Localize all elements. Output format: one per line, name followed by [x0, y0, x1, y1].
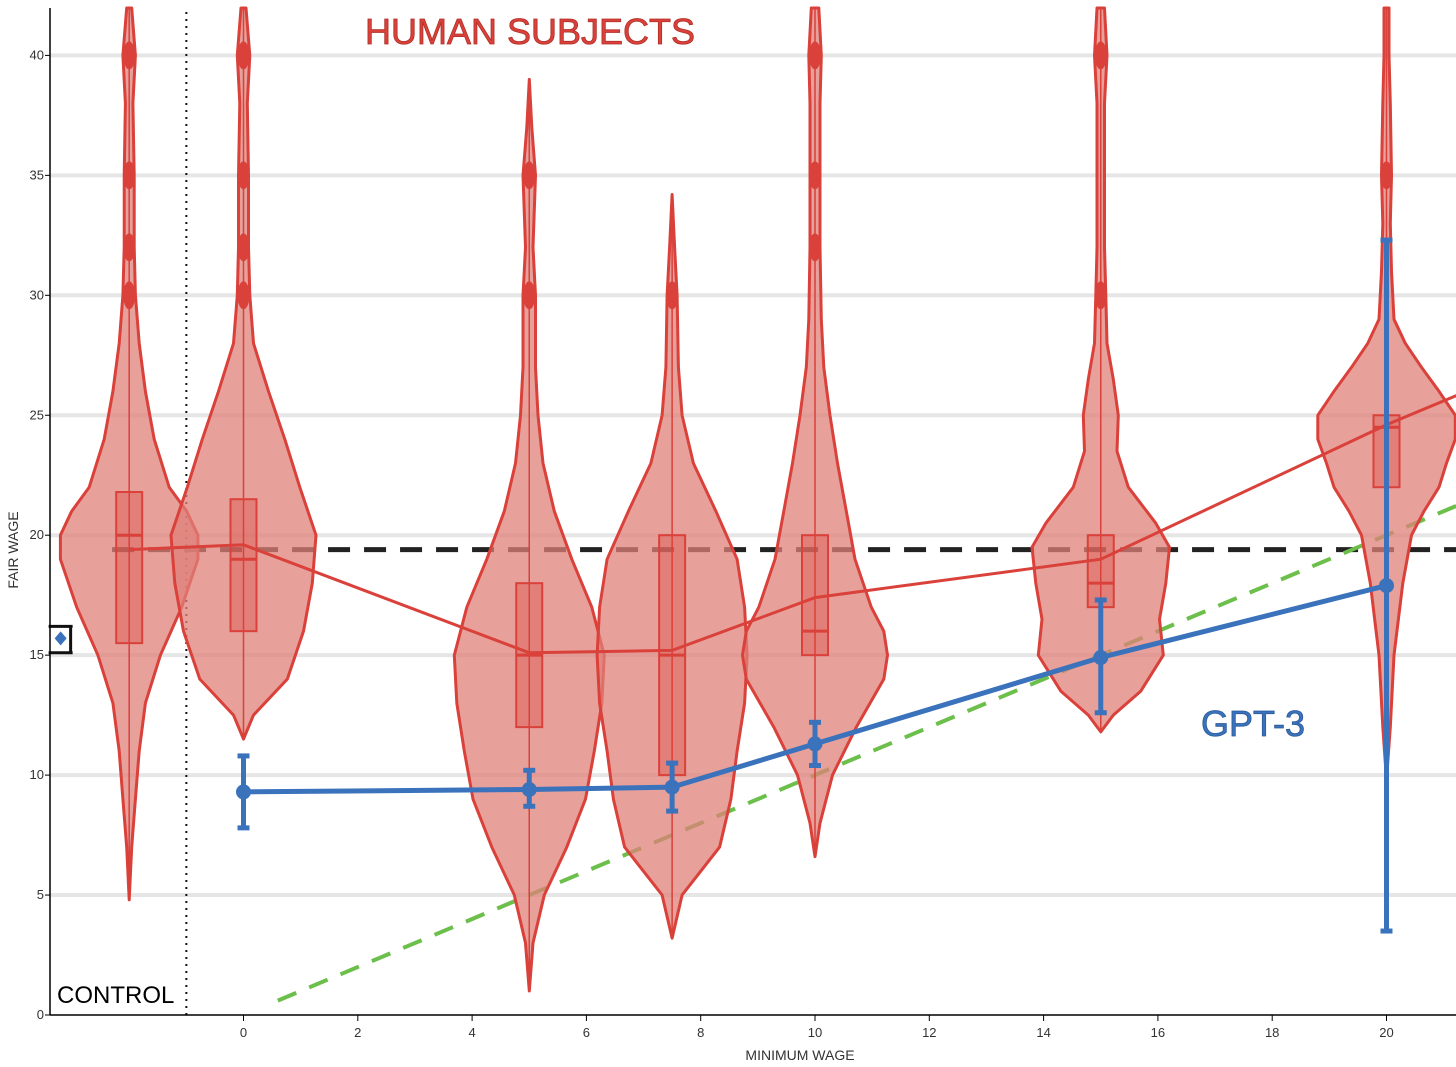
gpt3-point: [521, 781, 537, 797]
x-tick-label: 20: [1379, 1025, 1393, 1040]
violin-outlier-lobe: [523, 281, 536, 310]
violin-outlier-lobe: [1094, 41, 1107, 70]
x-tick-label: 18: [1265, 1025, 1279, 1040]
gpt3-point: [1379, 578, 1394, 594]
y-tick-label: 20: [30, 527, 44, 542]
gpt3-point-group: [664, 760, 680, 814]
x-axis-title: MINIMUM WAGE: [745, 1047, 854, 1063]
y-tick-label: 10: [30, 767, 44, 782]
gpt3-point-group: [521, 767, 537, 809]
violin-outlier-lobe: [123, 233, 136, 262]
gpt3-point-group: [807, 719, 823, 769]
y-tick-label: 0: [37, 1007, 44, 1022]
violin-box: [1086, 534, 1115, 609]
violin-outlier-lobe: [1380, 161, 1393, 190]
violin-group: [58, 6, 200, 902]
violin-outlier-lobe: [237, 233, 250, 262]
violin-outlier-lobe: [237, 161, 250, 190]
violin-group: [169, 6, 318, 741]
violin-group: [741, 6, 889, 859]
gpt3-point: [236, 784, 251, 800]
x-tick-label: 14: [1036, 1025, 1050, 1040]
violin-outlier-lobe: [666, 281, 679, 310]
chart-labels: HUMAN SUBJECTS GPT-3 CONTROL MINIMUM WAG…: [5, 11, 1305, 1063]
gpt3-series: [48, 237, 1394, 934]
human-violins: [58, 6, 1456, 993]
identity-line: [277, 503, 1456, 1003]
y-tick-label: 5: [37, 887, 44, 902]
y-tick-label: 30: [30, 287, 44, 302]
gpt3-control-error: [48, 624, 73, 655]
gpt3-point: [1093, 650, 1109, 666]
violin-outlier-lobe: [809, 161, 821, 190]
x-tick-label: 4: [468, 1025, 475, 1040]
chart-title: HUMAN SUBJECTS: [365, 11, 695, 52]
violin-group: [452, 77, 606, 993]
gpt3-point-group: [1379, 237, 1394, 934]
gpt3-point-group: [1093, 597, 1109, 716]
y-tick-label: 25: [30, 407, 44, 422]
x-tick-label: 6: [583, 1025, 590, 1040]
human-mean-line: [129, 394, 1456, 655]
gpt3-point-group: [236, 753, 251, 831]
gpt3-point: [807, 736, 823, 752]
x-tick-label: 10: [808, 1025, 822, 1040]
y-axis-title: FAIR WAGE: [5, 511, 21, 588]
gpt3-point: [664, 779, 680, 795]
gpt3-line: [243, 583, 1388, 795]
violin-outlier-lobe: [1094, 281, 1107, 310]
gpt3-control-group: [48, 624, 73, 655]
control-label: CONTROL: [57, 982, 174, 1009]
reference-lines: [112, 12, 1456, 1015]
violin-outlier-lobe: [809, 41, 821, 70]
x-tick-label: 16: [1151, 1025, 1165, 1040]
violin-outlier-lobe: [523, 161, 536, 190]
x-tick-label: 12: [922, 1025, 936, 1040]
y-tick-label: 15: [30, 647, 44, 662]
x-tick-label: 0: [240, 1025, 247, 1040]
violin-outlier-lobe: [123, 41, 136, 70]
gpt3-legend-label: GPT-3: [1201, 703, 1305, 744]
x-tick-label: 2: [354, 1025, 361, 1040]
y-tick-label: 35: [30, 167, 44, 182]
violin-outlier-lobe: [123, 161, 136, 190]
axes: 0 5 10 15 20 25 30 35 40 0 2 4 6 8 10 12 14 16 18 20: [30, 8, 1456, 1040]
x-tick-label: 8: [697, 1025, 704, 1040]
violin-outlier-lobe: [809, 233, 821, 262]
violin-box: [115, 491, 144, 645]
violin-group: [595, 193, 749, 940]
violin-outlier-lobe: [123, 281, 136, 310]
violin-outlier-lobe: [237, 281, 250, 310]
human-mean-polyline: [129, 394, 1456, 655]
violin-outlier-lobe: [237, 41, 250, 70]
violin-box: [229, 498, 258, 633]
y-tick-label: 40: [30, 47, 44, 62]
gpt3-control-marker: [54, 631, 67, 646]
